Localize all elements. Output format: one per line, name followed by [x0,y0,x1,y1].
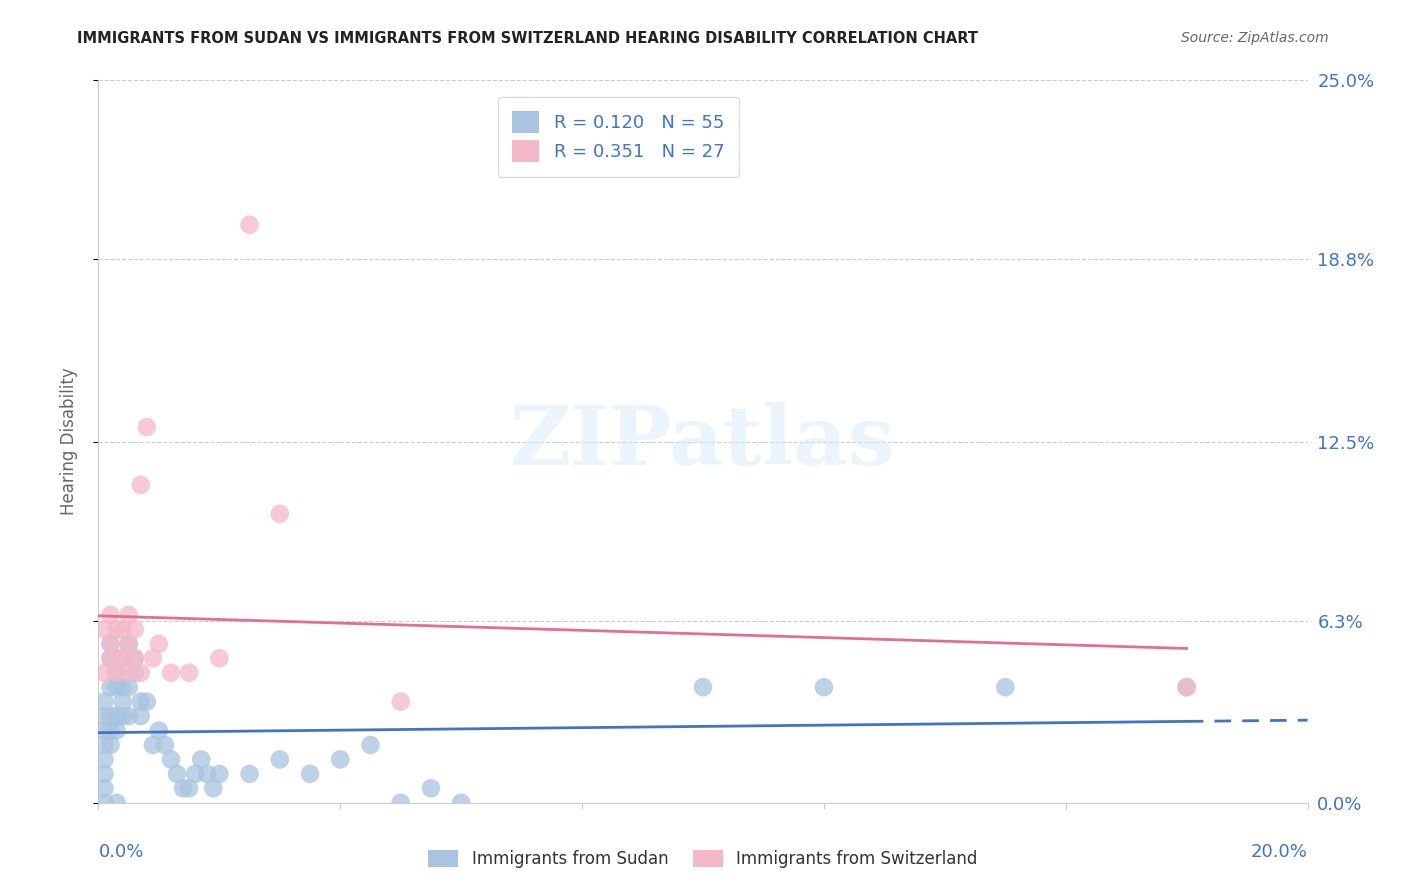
Point [93,796,115,810]
Legend: R = 0.120   N = 55, R = 0.351   N = 27: R = 0.120 N = 55, R = 0.351 N = 27 [498,96,740,177]
Point [142,651,165,665]
Point [269,752,291,766]
Y-axis label: Hearing Disability: Hearing Disability [59,368,77,516]
Point [100,607,122,622]
Point [105,680,128,694]
Point [148,723,170,738]
Point [129,709,152,723]
Point [166,767,188,781]
Point [202,781,225,796]
Text: IMMIGRANTS FROM SUDAN VS IMMIGRANTS FROM SWITZERLAND HEARING DISABILITY CORRELAT: IMMIGRANTS FROM SUDAN VS IMMIGRANTS FROM… [77,31,979,46]
Point [124,651,146,665]
Point [153,738,176,752]
Point [93,781,115,796]
Legend: Immigrants from Sudan, Immigrants from Switzerland: Immigrants from Sudan, Immigrants from S… [422,843,984,875]
Point [1175,680,1198,694]
Point [129,478,152,492]
Point [118,665,141,680]
Point [93,767,115,781]
Point [208,767,231,781]
Point [93,695,115,709]
Point [118,709,141,723]
Point [135,420,157,434]
Point [93,723,115,738]
Point [179,781,201,796]
Point [329,752,352,766]
Point [100,637,122,651]
Point [105,651,128,665]
Point [118,607,141,622]
Point [360,738,382,752]
Text: Source: ZipAtlas.com: Source: ZipAtlas.com [1181,31,1329,45]
Point [124,665,146,680]
Point [105,623,128,637]
Point [111,651,134,665]
Point [93,738,115,752]
Point [111,709,134,723]
Point [129,695,152,709]
Point [160,752,183,766]
Point [105,723,128,738]
Point [239,767,262,781]
Point [420,781,443,796]
Point [389,695,412,709]
Point [93,752,115,766]
Point [100,709,122,723]
Point [239,218,262,232]
Point [93,665,115,680]
Point [124,623,146,637]
Point [184,767,207,781]
Point [105,796,128,810]
Point [118,637,141,651]
Text: ZIPatlas: ZIPatlas [510,401,896,482]
Point [105,665,128,680]
Point [111,651,134,665]
Point [208,651,231,665]
Point [190,752,212,766]
Point [118,637,141,651]
Point [135,695,157,709]
Point [100,738,122,752]
Point [160,665,183,680]
Point [124,651,146,665]
Point [100,637,122,651]
Point [105,709,128,723]
Point [450,796,472,810]
Point [111,695,134,709]
Point [100,651,122,665]
Point [100,651,122,665]
Text: 20.0%: 20.0% [1251,843,1308,861]
Text: 0.0%: 0.0% [98,843,143,861]
Point [269,507,291,521]
Point [118,680,141,694]
Point [93,623,115,637]
Point [692,680,714,694]
Point [111,680,134,694]
Point [813,680,835,694]
Point [389,796,412,810]
Point [129,665,152,680]
Point [100,723,122,738]
Point [172,781,194,796]
Point [195,767,218,781]
Point [994,680,1017,694]
Point [1175,680,1198,694]
Point [179,665,201,680]
Point [142,738,165,752]
Point [111,623,134,637]
Point [93,709,115,723]
Point [105,665,128,680]
Point [148,637,170,651]
Point [299,767,322,781]
Point [100,680,122,694]
